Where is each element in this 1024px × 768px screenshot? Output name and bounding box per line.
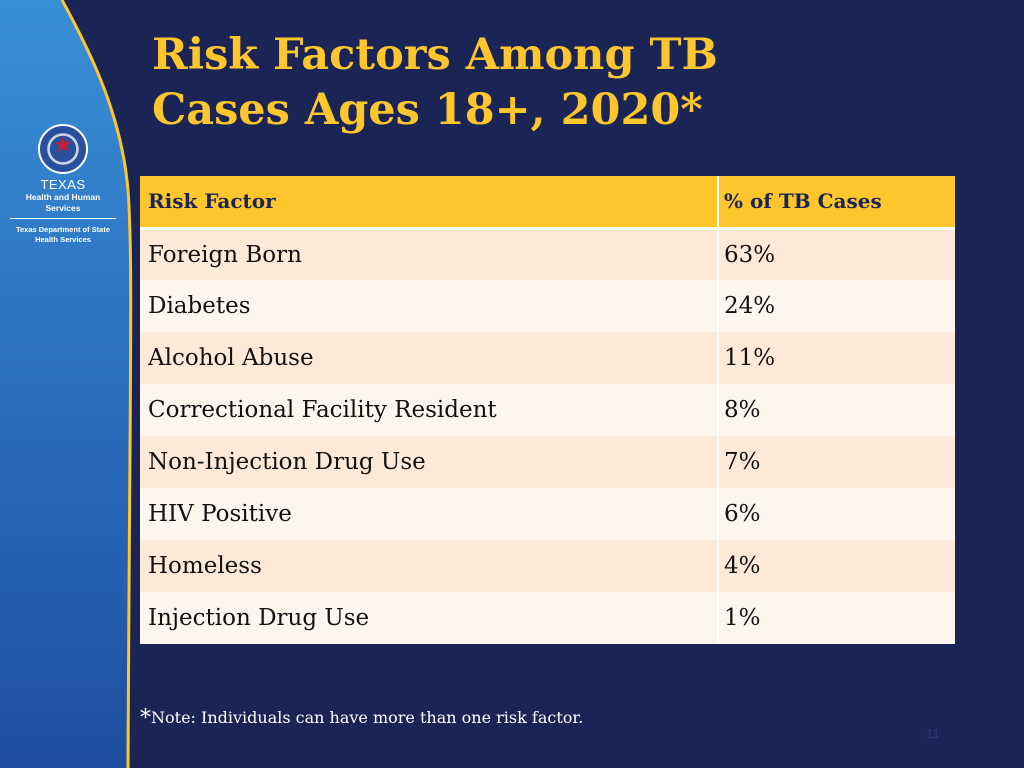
risk-factor-cell: Non-Injection Drug Use — [140, 436, 718, 488]
table-row: HIV Positive 6% — [140, 488, 955, 540]
table-row: Alcohol Abuse 11% — [140, 332, 955, 384]
percent-cell: 1% — [717, 592, 955, 644]
side-swoosh — [0, 0, 133, 768]
column-header-risk-factor: Risk Factor — [140, 176, 718, 230]
table-row: Diabetes 24% — [140, 280, 955, 332]
percent-cell: 7% — [717, 436, 955, 488]
percent-cell: 6% — [717, 488, 955, 540]
percent-cell: 4% — [717, 540, 955, 592]
column-header-percent: % of TB Cases — [717, 176, 955, 230]
logo-dshs-text: Texas Department of State Health Service… — [15, 225, 111, 244]
side-decoration: ★ TEXAS Health and Human Services Texas … — [0, 0, 140, 768]
risk-factor-cell: Injection Drug Use — [140, 592, 718, 644]
table-row: Correctional Facility Resident 8% — [140, 384, 955, 436]
risk-factor-cell: Alcohol Abuse — [140, 332, 718, 384]
footnote-text: Note: Individuals can have more than one… — [151, 708, 584, 727]
footnote: *Note: Individuals can have more than on… — [140, 706, 584, 731]
risk-factor-cell: Correctional Facility Resident — [140, 384, 718, 436]
percent-cell: 11% — [717, 332, 955, 384]
risk-factor-cell: Foreign Born — [140, 228, 718, 280]
table-row: Injection Drug Use 1% — [140, 592, 955, 644]
slide-title-line-1: Risk Factors Among TB — [152, 30, 718, 80]
texas-seal-icon: ★ — [38, 124, 88, 174]
table-row: Non-Injection Drug Use 7% — [140, 436, 955, 488]
table-row: Foreign Born 63% — [140, 228, 955, 280]
slide-title: Risk Factors Among TB Cases Ages 18+, 20… — [152, 28, 972, 138]
risk-factor-cell: Diabetes — [140, 280, 718, 332]
footnote-marker: * — [140, 706, 151, 731]
percent-cell: 24% — [717, 280, 955, 332]
percent-cell: 8% — [717, 384, 955, 436]
logo-hhs-text: Health and Human Services — [10, 192, 116, 219]
table-row: Homeless 4% — [140, 540, 955, 592]
risk-factor-cell: HIV Positive — [140, 488, 718, 540]
risk-factor-cell: Homeless — [140, 540, 718, 592]
percent-cell: 63% — [717, 228, 955, 280]
texas-hhs-logo: ★ TEXAS Health and Human Services Texas … — [8, 124, 118, 245]
logo-texas-text: TEXAS — [40, 177, 86, 192]
slide-title-line-2: Cases Ages 18+, 2020* — [152, 85, 703, 135]
table-header-row: Risk Factor % of TB Cases — [140, 176, 955, 230]
page-number: 11 — [926, 726, 940, 741]
risk-factors-table: Risk Factor % of TB Cases Foreign Born 6… — [140, 176, 955, 644]
